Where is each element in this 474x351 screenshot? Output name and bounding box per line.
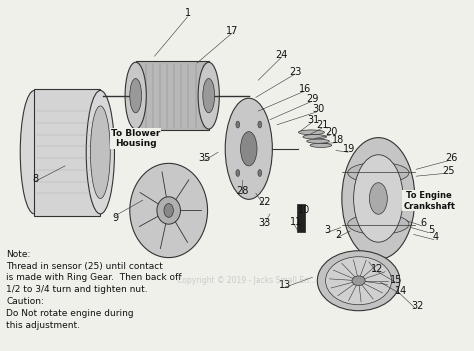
Text: To Engine
Crankshaft: To Engine Crankshaft <box>403 191 455 211</box>
Ellipse shape <box>354 155 403 242</box>
Polygon shape <box>136 61 209 130</box>
Ellipse shape <box>130 79 142 113</box>
Ellipse shape <box>258 170 262 177</box>
Ellipse shape <box>20 91 48 214</box>
Text: 5: 5 <box>428 225 434 235</box>
Text: 14: 14 <box>395 286 407 296</box>
Bar <box>297 204 305 232</box>
Text: 13: 13 <box>279 280 291 290</box>
Ellipse shape <box>352 276 365 285</box>
Text: 8: 8 <box>32 174 38 184</box>
Text: 35: 35 <box>199 153 211 163</box>
Ellipse shape <box>299 130 324 135</box>
Text: 9: 9 <box>112 213 118 223</box>
Text: 18: 18 <box>332 135 345 145</box>
Ellipse shape <box>125 62 146 129</box>
Ellipse shape <box>369 183 387 214</box>
Ellipse shape <box>225 98 273 199</box>
Text: 26: 26 <box>445 153 457 163</box>
Text: 17: 17 <box>226 26 238 35</box>
Ellipse shape <box>310 143 332 147</box>
Ellipse shape <box>236 170 240 177</box>
Ellipse shape <box>164 204 173 217</box>
Text: 21: 21 <box>317 120 329 131</box>
Ellipse shape <box>307 139 329 143</box>
Text: 16: 16 <box>299 84 311 94</box>
Text: 20: 20 <box>325 127 337 137</box>
Ellipse shape <box>348 214 409 234</box>
Text: 10: 10 <box>298 205 310 215</box>
Text: 12: 12 <box>371 264 383 274</box>
Text: 28: 28 <box>237 186 249 196</box>
Text: 29: 29 <box>306 94 319 104</box>
Ellipse shape <box>258 121 262 128</box>
Ellipse shape <box>326 257 392 305</box>
Text: 3: 3 <box>324 225 330 235</box>
Text: Note:
Thread in sensor (25) until contact
is made with Ring Gear.  Then back off: Note: Thread in sensor (25) until contac… <box>6 250 182 330</box>
Text: 15: 15 <box>390 275 402 285</box>
Text: 2: 2 <box>335 230 341 240</box>
Text: 32: 32 <box>411 301 423 311</box>
Text: 6: 6 <box>420 218 426 229</box>
Text: 33: 33 <box>258 218 271 229</box>
Ellipse shape <box>203 79 215 113</box>
Text: 24: 24 <box>275 49 288 60</box>
Text: 25: 25 <box>442 166 455 176</box>
Text: 22: 22 <box>258 197 271 207</box>
Text: 23: 23 <box>290 67 302 77</box>
Text: 19: 19 <box>343 145 356 154</box>
Ellipse shape <box>86 91 115 214</box>
Ellipse shape <box>240 132 257 166</box>
Ellipse shape <box>236 121 240 128</box>
Ellipse shape <box>130 163 208 258</box>
Text: 4: 4 <box>433 232 439 242</box>
Ellipse shape <box>303 134 327 139</box>
Ellipse shape <box>348 163 409 183</box>
Ellipse shape <box>342 138 415 259</box>
Text: 1: 1 <box>184 8 191 18</box>
Ellipse shape <box>318 251 400 311</box>
Text: 31: 31 <box>307 115 319 125</box>
Text: To Blower
Housing: To Blower Housing <box>111 129 160 148</box>
Text: 30: 30 <box>312 104 324 114</box>
Ellipse shape <box>198 62 219 129</box>
Ellipse shape <box>157 197 181 224</box>
Text: Copyright © 2019 - Jacks Small En...: Copyright © 2019 - Jacks Small En... <box>177 276 316 285</box>
Ellipse shape <box>91 106 110 198</box>
Text: 11: 11 <box>290 218 302 227</box>
Polygon shape <box>35 89 100 216</box>
